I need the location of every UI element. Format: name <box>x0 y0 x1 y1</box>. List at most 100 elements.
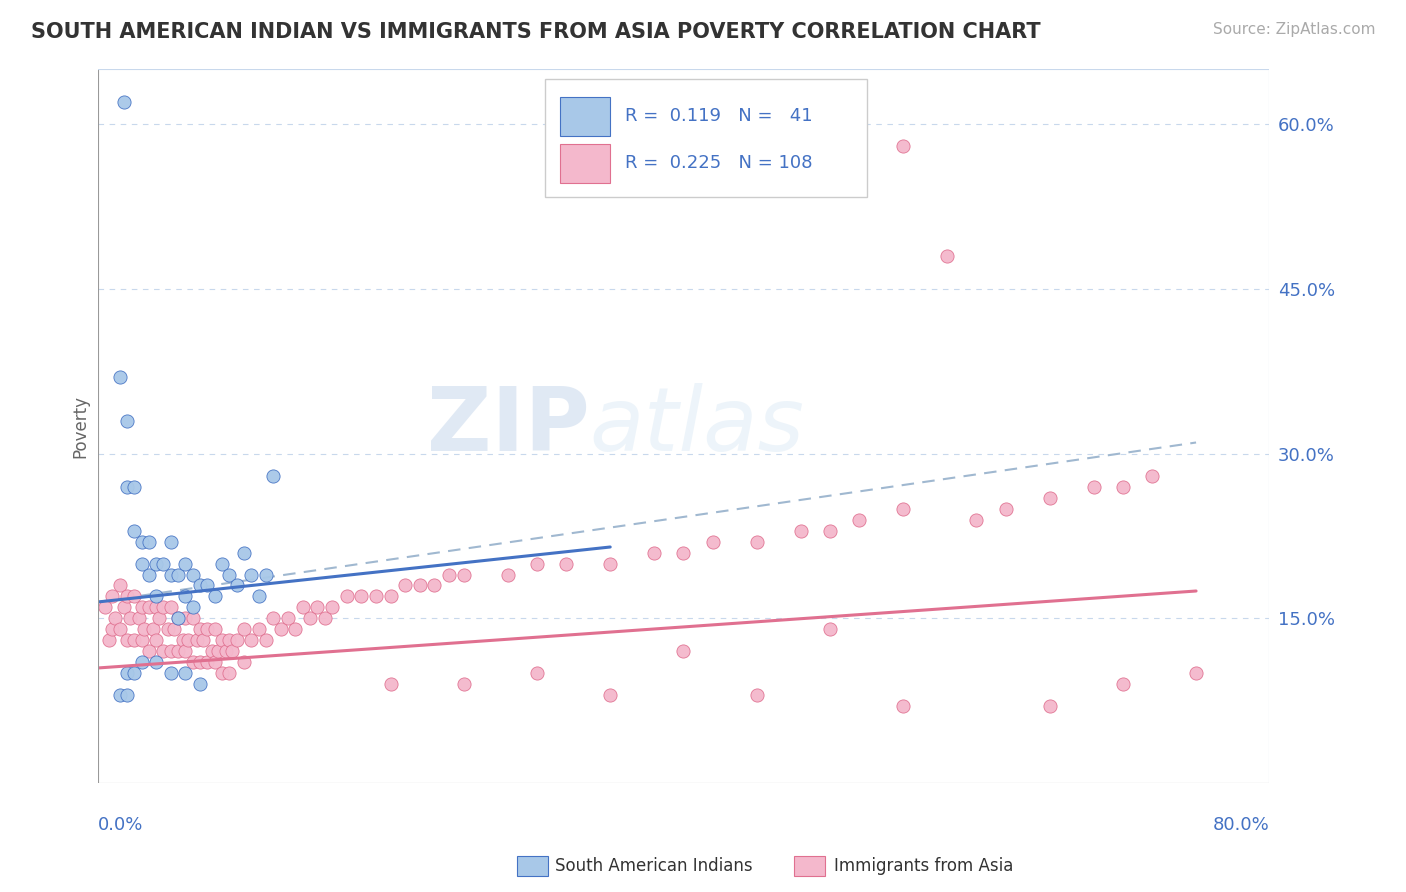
Point <box>1039 699 1062 714</box>
Point <box>225 633 247 648</box>
Point <box>112 600 135 615</box>
Point <box>174 611 197 625</box>
Point <box>188 656 211 670</box>
Point <box>891 699 914 714</box>
Point <box>233 545 256 559</box>
Point <box>254 567 277 582</box>
Point <box>335 590 357 604</box>
Point <box>159 567 181 582</box>
Point <box>163 623 186 637</box>
Point <box>145 590 167 604</box>
Point <box>174 557 197 571</box>
Point <box>891 138 914 153</box>
Point <box>115 633 138 648</box>
Point <box>409 578 432 592</box>
Point <box>115 666 138 681</box>
Point <box>167 611 190 625</box>
Point <box>145 633 167 648</box>
Point <box>314 611 336 625</box>
Point <box>174 590 197 604</box>
Point <box>453 677 475 691</box>
Point <box>225 578 247 592</box>
Point <box>131 557 153 571</box>
Point <box>218 666 240 681</box>
Point <box>526 557 548 571</box>
Point <box>118 611 141 625</box>
Point <box>98 633 121 648</box>
Point <box>298 611 321 625</box>
Point <box>122 524 145 538</box>
Point <box>138 644 160 658</box>
Point <box>891 501 914 516</box>
Point <box>211 633 233 648</box>
Point <box>994 501 1017 516</box>
Point <box>167 611 190 625</box>
Point <box>138 534 160 549</box>
Point <box>112 95 135 109</box>
Point <box>115 479 138 493</box>
Point <box>254 633 277 648</box>
Point <box>555 557 578 571</box>
Point <box>745 689 768 703</box>
Point <box>218 633 240 648</box>
Point <box>197 656 219 670</box>
Point <box>1039 491 1062 505</box>
Point <box>152 557 174 571</box>
Point <box>277 611 299 625</box>
Point <box>211 557 233 571</box>
Point <box>936 248 959 262</box>
Point <box>188 623 211 637</box>
Point <box>364 590 387 604</box>
Point <box>197 578 219 592</box>
Point <box>262 611 284 625</box>
Point <box>108 369 131 384</box>
FancyBboxPatch shape <box>561 97 610 136</box>
Point <box>745 534 768 549</box>
Point <box>115 413 138 427</box>
Point <box>145 600 167 615</box>
Point <box>247 623 270 637</box>
Point <box>321 600 343 615</box>
Text: R =  0.225   N = 108: R = 0.225 N = 108 <box>624 154 813 172</box>
Point <box>233 656 256 670</box>
Point <box>138 567 160 582</box>
Point <box>104 611 127 625</box>
Point <box>156 623 179 637</box>
Point <box>307 600 329 615</box>
Point <box>240 633 263 648</box>
Point <box>1083 479 1105 493</box>
Point <box>818 524 841 538</box>
Point <box>145 557 167 571</box>
Point <box>122 666 145 681</box>
FancyBboxPatch shape <box>546 79 868 197</box>
Point <box>188 578 211 592</box>
Point <box>159 666 181 681</box>
Point <box>181 600 204 615</box>
Point <box>138 600 160 615</box>
Point <box>965 512 987 526</box>
Point <box>181 567 204 582</box>
Point <box>599 557 621 571</box>
Point <box>181 611 204 625</box>
Point <box>167 567 190 582</box>
Point <box>672 644 695 658</box>
Point <box>108 578 131 592</box>
Point <box>211 666 233 681</box>
Point <box>159 534 181 549</box>
Point <box>197 623 219 637</box>
Point <box>702 534 724 549</box>
Point <box>152 600 174 615</box>
Text: 0.0%: 0.0% <box>97 815 143 834</box>
FancyBboxPatch shape <box>561 144 610 183</box>
Point <box>1112 677 1135 691</box>
Text: SOUTH AMERICAN INDIAN VS IMMIGRANTS FROM ASIA POVERTY CORRELATION CHART: SOUTH AMERICAN INDIAN VS IMMIGRANTS FROM… <box>31 22 1040 42</box>
Point <box>218 567 240 582</box>
Point <box>177 633 200 648</box>
Point <box>159 644 181 658</box>
Point <box>437 567 460 582</box>
Point <box>262 468 284 483</box>
Point <box>122 590 145 604</box>
Point <box>848 512 870 526</box>
Point <box>526 666 548 681</box>
Point <box>191 633 214 648</box>
